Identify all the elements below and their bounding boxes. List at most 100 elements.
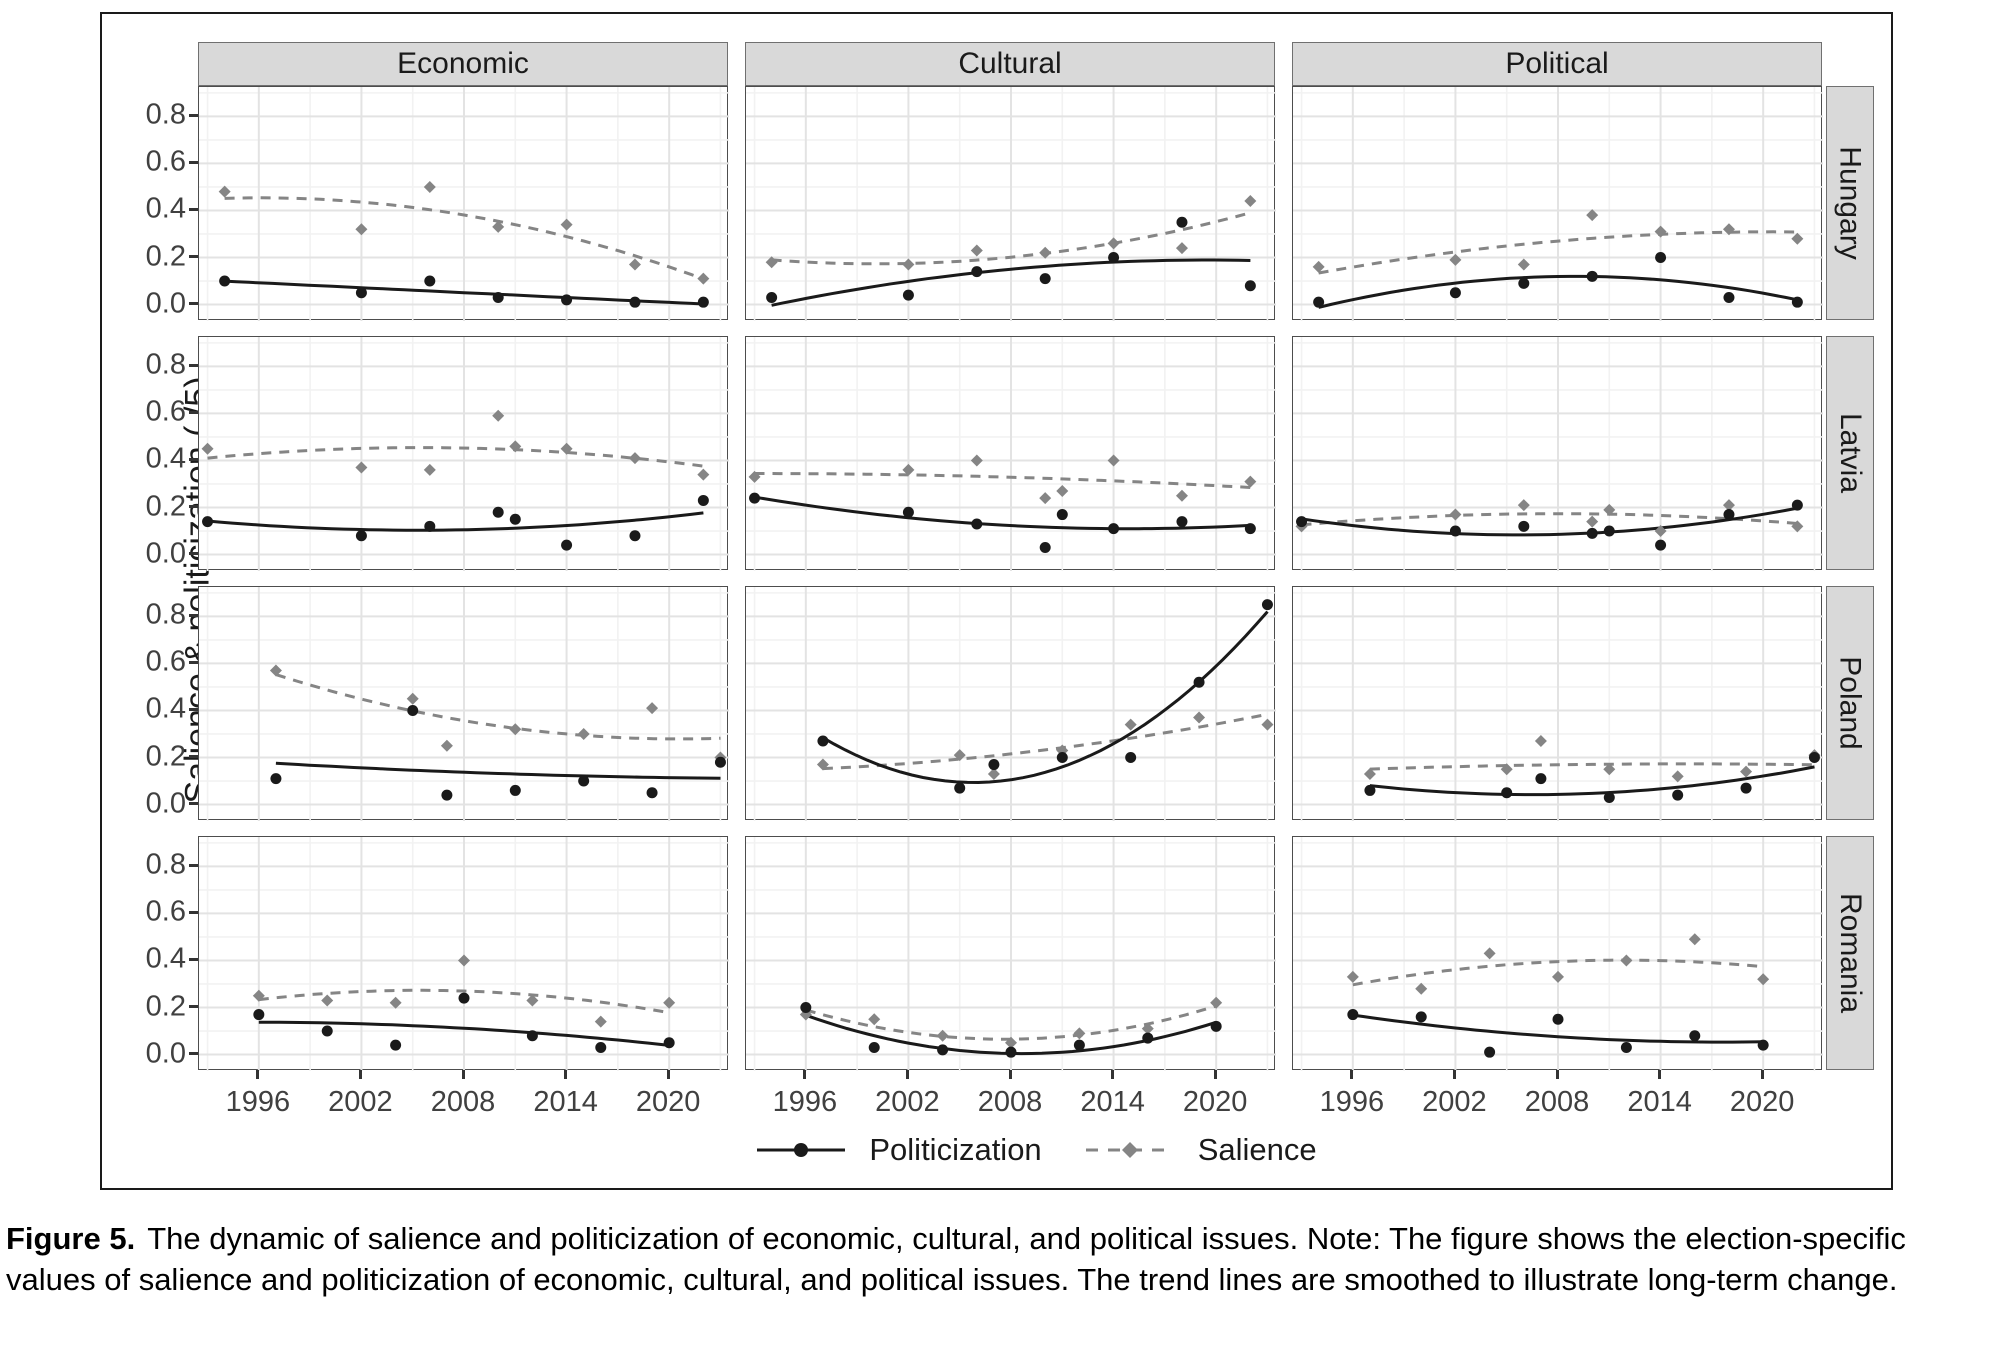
salience-point: [953, 749, 966, 762]
salience-point: [389, 996, 402, 1009]
salience-trend-line: [224, 196, 704, 281]
politicization-point: [407, 704, 419, 716]
y-tick-mark: [189, 863, 198, 867]
salience-point: [1244, 195, 1257, 208]
facet-column-label: Political: [1505, 47, 1609, 80]
salience-point: [663, 996, 676, 1009]
salience-point: [646, 702, 659, 715]
salience-point: [902, 463, 915, 476]
politicization-point: [1808, 752, 1820, 764]
salience-point: [269, 664, 282, 677]
politicization-point: [1176, 516, 1188, 528]
salience-point: [1552, 970, 1564, 983]
politicization-point: [1620, 1041, 1632, 1053]
panel-romania-political: [1292, 836, 1823, 1071]
x-tick-mark: [905, 1070, 909, 1079]
gridlines: [1293, 837, 1823, 1071]
salience-point: [1107, 454, 1120, 467]
politicization-trend-line: [1369, 765, 1815, 797]
politicization-point: [253, 1009, 265, 1021]
politicization-point: [1039, 541, 1051, 553]
politicization-point: [1244, 280, 1256, 292]
politicization-key-icon: [757, 1143, 846, 1157]
politicization-point: [1603, 791, 1615, 803]
salience-point: [1073, 1027, 1086, 1040]
salience-point: [458, 954, 470, 967]
salience-point: [1517, 258, 1530, 271]
facet-column-strip-political: Political: [1292, 42, 1822, 86]
salience-point: [594, 1015, 607, 1028]
y-tick-mark: [189, 255, 198, 258]
panel-poland-cultural: [745, 586, 1276, 821]
x-tick-mark: [1658, 1070, 1662, 1079]
salience-point: [252, 989, 265, 1002]
salience-point: [1603, 503, 1616, 516]
y-tick-mark: [189, 1052, 198, 1056]
politicization-point: [270, 773, 282, 785]
salience-point: [577, 727, 590, 740]
facet-column-strip-cultural: Cultural: [745, 42, 1275, 86]
panel-plot-area: [1293, 837, 1823, 1071]
y-tick-label: 0.4: [145, 942, 186, 975]
politicization-point: [954, 782, 966, 794]
y-tick-mark: [189, 113, 198, 117]
politicization-point: [219, 275, 231, 287]
politicization-point: [1313, 296, 1325, 308]
politicization-point: [1791, 499, 1803, 511]
salience-trend-line: [822, 712, 1268, 771]
salience-point: [1363, 767, 1376, 780]
panel-romania-economic: [198, 836, 729, 1071]
politicization-point: [714, 756, 726, 768]
politicization-point: [1723, 291, 1735, 303]
politicization-point: [1586, 270, 1598, 282]
salience-point: [423, 463, 436, 476]
legend-item-politicization: Politicization: [755, 1132, 1042, 1168]
politicization-point: [561, 294, 573, 306]
x-tick-label: 1996: [772, 1086, 838, 1118]
politicization-point: [424, 275, 436, 287]
x-tick-mark: [1213, 1070, 1217, 1079]
x-tick-label: 2002: [328, 1086, 393, 1118]
panel-hungary-economic: [198, 86, 729, 321]
salience-point: [1688, 933, 1701, 946]
politicization-point: [1535, 773, 1547, 785]
y-tick-label: 0.2: [145, 990, 186, 1022]
salience-point: [1193, 711, 1206, 724]
salience-trend-line: [754, 472, 1251, 489]
panel-latvia-economic: [198, 336, 729, 571]
politicization-point: [1449, 287, 1461, 299]
y-tick-mark: [189, 410, 198, 414]
politicization-point: [321, 1025, 333, 1037]
politicization-point: [390, 1039, 402, 1051]
salience-point: [1261, 718, 1274, 731]
facet-row-strip-hungary: Hungary: [1826, 86, 1874, 320]
salience-point: [1791, 232, 1804, 245]
x-tick-mark: [1008, 1070, 1012, 1079]
politicization-point: [1552, 1013, 1564, 1025]
salience-trend-line: [771, 211, 1251, 266]
x-tick-label: 2014: [1080, 1086, 1145, 1118]
facet-row-label: Latvia: [1834, 412, 1867, 494]
politicization-point: [1449, 525, 1461, 537]
politicization-trend-line: [224, 279, 704, 306]
politicization-point: [441, 789, 453, 801]
salience-point: [1791, 520, 1804, 533]
x-tick-mark: [564, 1070, 568, 1079]
politicization-point: [749, 492, 761, 504]
facet-row-label: Romania: [1834, 892, 1867, 1014]
salience-point: [1449, 508, 1462, 521]
politicization-trend-line: [1352, 1013, 1764, 1044]
politicization-point: [1518, 277, 1530, 289]
panel-plot-area: [199, 837, 729, 1071]
y-tick-mark: [189, 755, 198, 758]
salience-point: [1483, 947, 1496, 960]
panel-plot-area: [199, 87, 729, 321]
salience-point: [1312, 260, 1325, 273]
y-tick-label: 0.2: [145, 490, 186, 522]
y-tick-label: 0.4: [145, 692, 186, 725]
politicization-point: [1484, 1046, 1496, 1058]
y-tick-label: 0.6: [145, 145, 186, 178]
facet-row-strip-poland: Poland: [1826, 586, 1874, 820]
x-tick-mark: [256, 1070, 260, 1079]
